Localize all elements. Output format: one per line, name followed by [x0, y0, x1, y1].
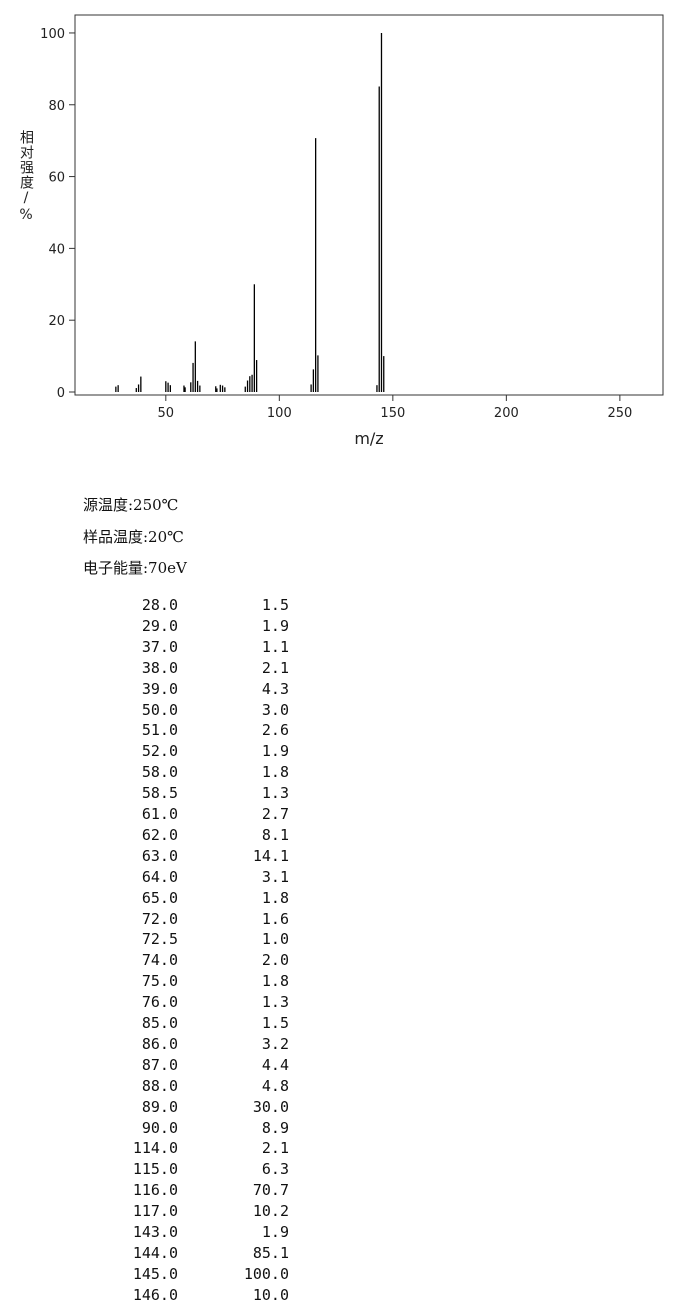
mz-cell: 58.5 — [141, 784, 178, 803]
intensity-cell: 85.1 — [252, 1243, 289, 1262]
mz-cell: 58.0 — [141, 763, 178, 782]
x-tick-label: 50 — [158, 406, 175, 421]
intensity-cell: 3.0 — [261, 700, 289, 719]
mz-cell: 65.0 — [141, 888, 178, 907]
intensity-cell: 1.3 — [261, 784, 289, 803]
mz-cell: 64.0 — [141, 867, 178, 886]
intensity-cell: 2.0 — [261, 951, 289, 970]
intensity-cell: 4.3 — [261, 679, 289, 698]
intensity-cell: 1.8 — [261, 763, 289, 782]
intensity-cell: 1.6 — [261, 909, 289, 928]
intensity-cell: 2.1 — [261, 658, 289, 677]
intensity-cell: 1.9 — [261, 1223, 289, 1241]
intensity-cell: 1.0 — [261, 930, 289, 949]
mz-cell: 86.0 — [141, 1034, 178, 1053]
intensity-cell: 4.4 — [261, 1055, 289, 1074]
intensity-cell: 10.2 — [252, 1202, 289, 1221]
mz-cell: 88.0 — [141, 1076, 178, 1095]
mz-cell: 51.0 — [141, 721, 178, 740]
chart: m/z 0 20 40 60 80 100 50 100 150 200 250 — [40, 14, 664, 448]
intensity-cell: 1.8 — [261, 972, 289, 991]
y-tick-label: 40 — [48, 242, 65, 257]
x-tick-label: 200 — [494, 406, 519, 421]
mz-cell: 28.0 — [141, 596, 178, 614]
mz-cell: 61.0 — [141, 805, 178, 823]
mz-cell: 90.0 — [141, 1118, 178, 1137]
mz-cell: 72.5 — [141, 930, 178, 949]
y-tick-label: 0 — [57, 386, 65, 401]
mz-cell: 29.0 — [141, 616, 178, 635]
x-axis-label: m/z — [354, 429, 383, 448]
y-tick-label: 60 — [48, 171, 65, 186]
mz-cell: 85.0 — [141, 1014, 178, 1032]
intensity-cell: 1.5 — [261, 1014, 289, 1032]
mz-cell: 39.0 — [141, 679, 178, 698]
y-tick-label: 20 — [48, 314, 65, 329]
intensity-cell: 1.5 — [261, 596, 289, 614]
mz-cell: 75.0 — [141, 972, 178, 991]
y-tick-label: 80 — [48, 99, 65, 114]
x-tick-label: 150 — [380, 406, 405, 421]
intensity-cell: 3.2 — [261, 1034, 289, 1053]
mz-cell: 143.0 — [132, 1223, 178, 1241]
mz-cell: 115.0 — [132, 1160, 178, 1179]
mz-cell: 63.0 — [141, 846, 178, 865]
x-tick-label: 250 — [607, 406, 632, 421]
condition: 样品温度:20℃ — [83, 527, 184, 546]
intensity-cell: 70.7 — [252, 1181, 289, 1200]
mz-cell: 50.0 — [141, 700, 178, 719]
mz-cell: 76.0 — [141, 993, 178, 1012]
mz-cell: 52.0 — [141, 742, 178, 761]
mz-cell: 89.0 — [141, 1097, 178, 1116]
mz-cell: 146.0 — [132, 1285, 178, 1304]
mz-cell: 144.0 — [132, 1243, 178, 1262]
intensity-cell: 1.9 — [261, 616, 289, 635]
plot-frame — [74, 14, 664, 396]
intensity-cell: 2.6 — [261, 721, 289, 740]
mz-cell: 145.0 — [132, 1264, 178, 1283]
mz-cell: 72.0 — [141, 909, 178, 928]
intensity-cell: 100.0 — [243, 1264, 289, 1283]
intensity-cell: 8.9 — [261, 1118, 289, 1137]
intensity-cell: 10.0 — [252, 1285, 289, 1304]
mz-cell: 37.0 — [141, 637, 178, 656]
intensity-cell: 2.1 — [261, 1139, 289, 1158]
mz-cell: 74.0 — [141, 951, 178, 970]
mz-cell: 117.0 — [132, 1202, 178, 1221]
intensity-cell: 1.9 — [261, 742, 289, 761]
x-tick-label: 100 — [267, 406, 292, 421]
intensity-cell: 8.1 — [261, 825, 289, 844]
mz-cell: 87.0 — [141, 1055, 178, 1074]
intensity-cell: 14.1 — [252, 846, 289, 865]
y-tick-label: 100 — [40, 27, 65, 42]
condition: 源温度:250℃ — [83, 496, 179, 514]
intensity-cell: 30.0 — [252, 1097, 289, 1116]
intensity-cell: 2.7 — [261, 805, 289, 823]
intensity-cell: 3.1 — [261, 867, 289, 886]
intensity-cell: 1.8 — [261, 888, 289, 907]
intensity-cell: 1.3 — [261, 993, 289, 1012]
mz-cell: 38.0 — [141, 658, 178, 677]
condition: 电子能量:70eV — [83, 559, 187, 577]
intensity-cell: 4.8 — [261, 1076, 289, 1095]
mz-cell: 114.0 — [132, 1139, 178, 1158]
mz-cell: 62.0 — [141, 825, 178, 844]
intensity-cell: 1.1 — [261, 637, 289, 656]
intensity-cell: 6.3 — [261, 1160, 289, 1179]
y-axis-label: 相对强度/% — [18, 130, 34, 224]
mz-cell: 116.0 — [132, 1181, 178, 1200]
